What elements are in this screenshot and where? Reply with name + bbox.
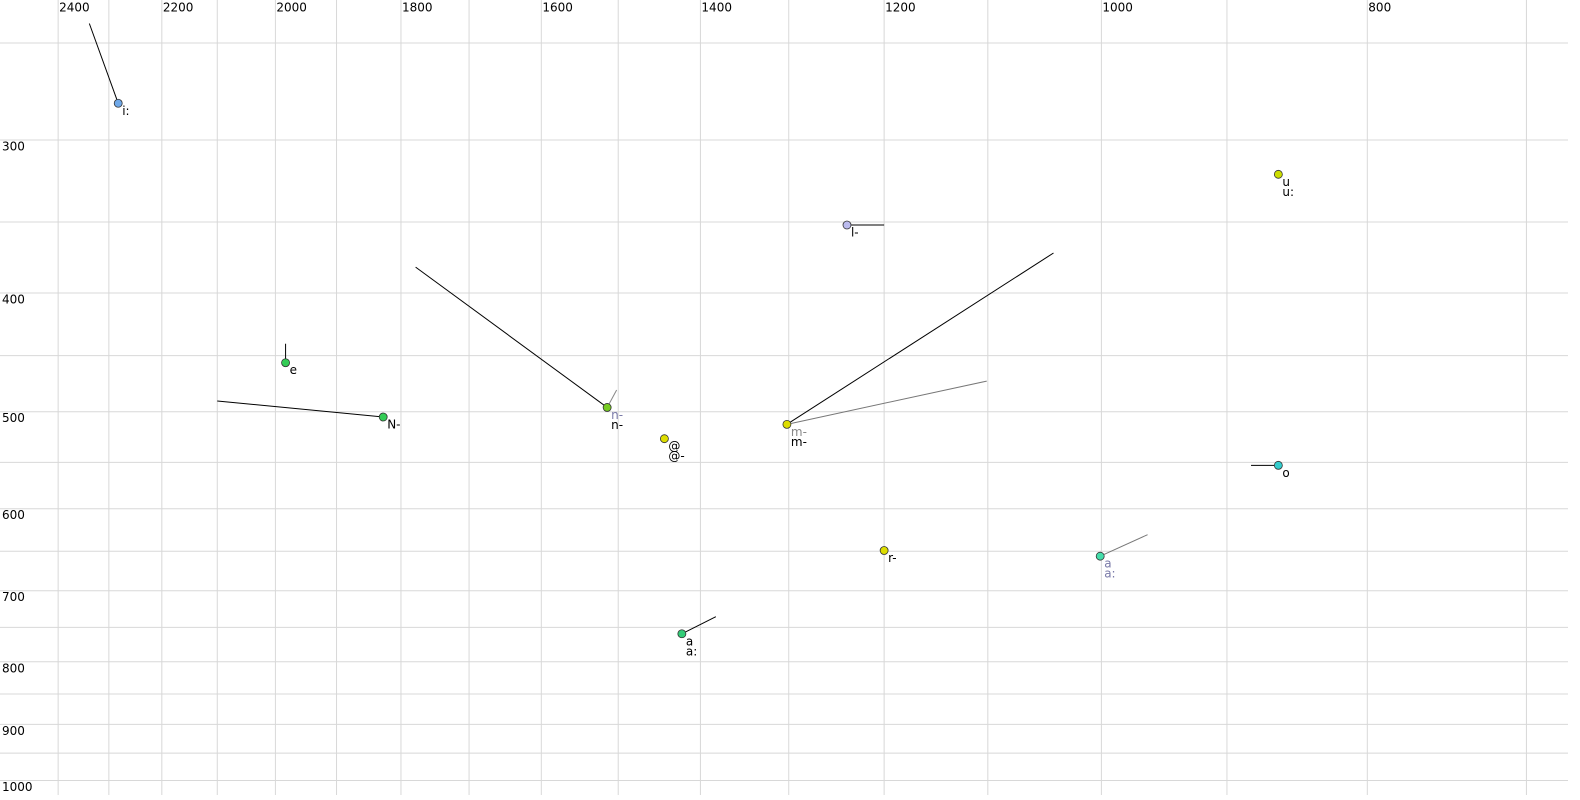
y-tick-label: 600 bbox=[2, 508, 25, 522]
trajectory bbox=[1099, 534, 1148, 557]
trajectory bbox=[415, 266, 608, 408]
y-tick-label: 900 bbox=[2, 724, 25, 738]
vowel-point bbox=[842, 220, 852, 230]
vowel-label: r- bbox=[888, 551, 897, 565]
y-tick-label: 400 bbox=[2, 293, 25, 307]
trajectory bbox=[786, 380, 987, 425]
vowel-label: e bbox=[290, 363, 297, 377]
vowel-label: a bbox=[1104, 557, 1111, 571]
x-tick-label: 1000 bbox=[1102, 1, 1133, 15]
vowel-point bbox=[782, 419, 792, 429]
vowel-label: a: bbox=[686, 644, 697, 658]
vowel-point bbox=[281, 358, 290, 368]
vowel-point bbox=[1095, 551, 1105, 561]
x-tick-label: 2000 bbox=[276, 1, 307, 15]
vowel-point bbox=[1273, 460, 1283, 470]
vowel-point bbox=[113, 98, 123, 108]
y-tick-label: 800 bbox=[2, 661, 25, 675]
vowel-label: n- bbox=[611, 418, 623, 432]
trajectory bbox=[681, 616, 717, 635]
y-tick-label: 300 bbox=[2, 139, 25, 153]
vowel-label: o bbox=[1282, 466, 1289, 480]
vowel-point bbox=[1273, 169, 1283, 179]
y-tick-label: 1000 bbox=[2, 780, 33, 794]
vowel-point bbox=[879, 546, 889, 555]
vowel-point bbox=[602, 403, 612, 412]
x-tick-label: 2400 bbox=[59, 1, 90, 15]
vowel-label: u bbox=[1282, 175, 1290, 189]
vowel-label: @ bbox=[668, 439, 680, 453]
vowel-label: u: bbox=[1282, 185, 1294, 199]
x-tick-label: 1400 bbox=[701, 1, 732, 15]
trajectory bbox=[217, 400, 384, 418]
x-tick-label: 1200 bbox=[885, 1, 916, 15]
vowel-label: @- bbox=[668, 449, 684, 463]
vowel-label: n- bbox=[611, 408, 623, 422]
x-tick-label: 1800 bbox=[402, 1, 433, 15]
x-tick-label: 1600 bbox=[542, 1, 573, 15]
vowel-label: a: bbox=[1104, 567, 1115, 581]
vowel-label: N- bbox=[387, 418, 400, 432]
vowel-label: m- bbox=[791, 425, 807, 439]
vowel-label: l- bbox=[851, 226, 859, 240]
trajectory bbox=[786, 252, 1054, 425]
vowel-label: m- bbox=[791, 435, 807, 449]
y-tick-label: 700 bbox=[2, 590, 25, 604]
vowel-point bbox=[659, 434, 669, 444]
x-tick-label: 2200 bbox=[163, 1, 194, 15]
vowel-label: i: bbox=[122, 104, 129, 118]
y-tick-label: 500 bbox=[2, 411, 25, 425]
vowel-point bbox=[677, 629, 687, 639]
vowel-point bbox=[378, 412, 388, 422]
trajectory bbox=[88, 23, 119, 104]
x-tick-label: 800 bbox=[1368, 1, 1391, 15]
vowel-label: a bbox=[686, 634, 693, 648]
